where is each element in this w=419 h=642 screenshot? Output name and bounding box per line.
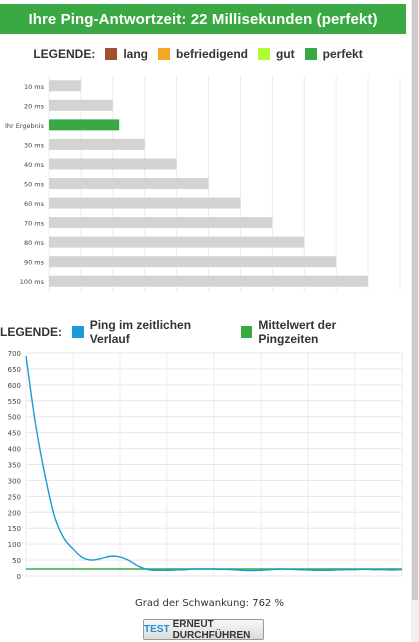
y-tick-label: 300 [8, 477, 21, 485]
legend-label: gut [276, 47, 295, 61]
bar-chart: 10 ms 20 ms Ihr Ergebnis 30 ms 40 ms 50 ms 60 … [5, 76, 401, 291]
y-tick-label: 250 [8, 493, 21, 501]
y-tick-label: 500 [8, 414, 21, 422]
legend-title: LEGENDE: [33, 47, 96, 61]
y-tick-label: 50 [12, 557, 21, 565]
scrollbar-thumb[interactable] [412, 0, 418, 600]
y-tick-label: 350 [8, 462, 21, 470]
bar [49, 256, 337, 268]
legend-swatch-lang [105, 48, 118, 60]
category-label: 100 ms [20, 278, 45, 286]
legend-label: Ping im zeitlichen Verlauf [89, 318, 192, 346]
category-label: 90 ms [24, 259, 45, 267]
legend-swatch-perfekt [304, 48, 317, 60]
category-label: 80 ms [24, 239, 45, 247]
legend-title: LEGENDE: [0, 325, 63, 339]
y-tick-label: 600 [8, 382, 21, 390]
legend-item-gut: gut [258, 47, 295, 61]
category-label: Ihr Ergebnis [5, 122, 45, 130]
retest-button-label: ERNEUT DURCHFÜHREN [172, 618, 251, 641]
legend-item-ping-verlauf: Ping im zeitlichen Verlauf [72, 318, 231, 346]
category-label: 30 ms [24, 141, 45, 149]
bar [49, 178, 209, 189]
legend-label: lang [123, 47, 148, 61]
series-line-ping [25, 356, 403, 572]
bar [49, 99, 113, 111]
ping-result-header: Ihre Ping-Antwortzeit: 22 Millisekunden … [0, 4, 406, 34]
bar [49, 217, 273, 229]
legend-label: perfekt [322, 47, 363, 61]
bar [49, 138, 145, 150]
bar [49, 80, 81, 92]
y-tick-label: 150 [8, 525, 21, 533]
scrollbar[interactable] [411, 0, 419, 642]
bar [49, 158, 177, 170]
y-tick-label: 450 [8, 430, 21, 438]
bar [49, 275, 369, 287]
category-label: 50 ms [24, 181, 45, 189]
legend-label: befriedigend [176, 47, 249, 61]
legend-item-befriedigend: befriedigend [158, 47, 248, 61]
category-label: 60 ms [24, 200, 45, 208]
line-chart-legend: LEGENDE: Ping im zeitlichen Verlauf Mitt… [0, 318, 406, 346]
y-tick-label: 0 [17, 573, 21, 581]
legend-swatch-mittelwert [240, 326, 253, 338]
bar [49, 236, 305, 248]
y-tick-label: 200 [8, 509, 21, 517]
legend-swatch-ping-verlauf [72, 326, 84, 338]
y-tick-label: 100 [8, 541, 21, 549]
retest-button-highlight: TEST [144, 624, 170, 635]
y-tick-label: 400 [8, 446, 21, 454]
category-label: 10 ms [24, 83, 45, 91]
y-tick-label: 700 [8, 350, 21, 358]
bar [49, 197, 241, 209]
category-label: 70 ms [24, 220, 45, 228]
y-tick-label: 550 [8, 398, 21, 406]
legend-swatch-gut [258, 48, 271, 60]
y-tick-label: 650 [8, 366, 21, 374]
legend-item-perfekt: perfekt [304, 47, 363, 61]
fluctuation-caption: Grad der Schwankung: 762 % [135, 598, 284, 609]
retest-button[interactable]: TEST ERNEUT DURCHFÜHREN [143, 618, 264, 641]
category-label: 40 ms [24, 161, 45, 169]
legend-item-mittelwert: Mittelwert der Pingzeiten [240, 318, 396, 346]
legend-swatch-befriedigend [158, 48, 170, 60]
bar [49, 119, 120, 131]
legend-item-lang: lang [105, 47, 148, 61]
bar-chart-legend: LEGENDE: lang befriedigend gut perfekt [0, 47, 406, 61]
line-chart: 0 50 100 150 200 250 300 350 400 450 500 550 600 650 7… [8, 350, 403, 581]
page-title: Ihre Ping-Antwortzeit: 22 Millisekunden … [28, 10, 378, 28]
legend-label: Mittelwert der Pingzeiten [258, 318, 337, 346]
category-label: 20 ms [24, 102, 45, 110]
